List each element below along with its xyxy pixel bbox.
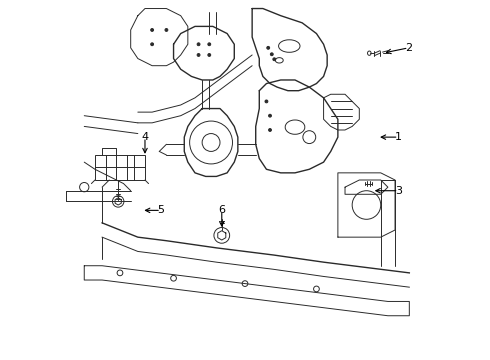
Bar [95,155,145,180]
Circle shape [265,100,268,103]
Circle shape [151,43,153,46]
Text: 6: 6 [218,205,225,215]
Circle shape [197,43,200,46]
Circle shape [151,28,153,31]
Circle shape [269,129,271,131]
Text: 2: 2 [405,43,412,53]
Circle shape [208,54,211,57]
Circle shape [267,46,270,49]
Circle shape [208,43,211,46]
Text: 3: 3 [395,186,402,196]
Circle shape [273,58,276,61]
Text: 4: 4 [142,132,148,142]
Text: 5: 5 [158,205,165,215]
Circle shape [270,53,273,56]
Text: 1: 1 [395,132,402,142]
Circle shape [197,54,200,57]
Circle shape [165,28,168,31]
Circle shape [269,114,271,117]
